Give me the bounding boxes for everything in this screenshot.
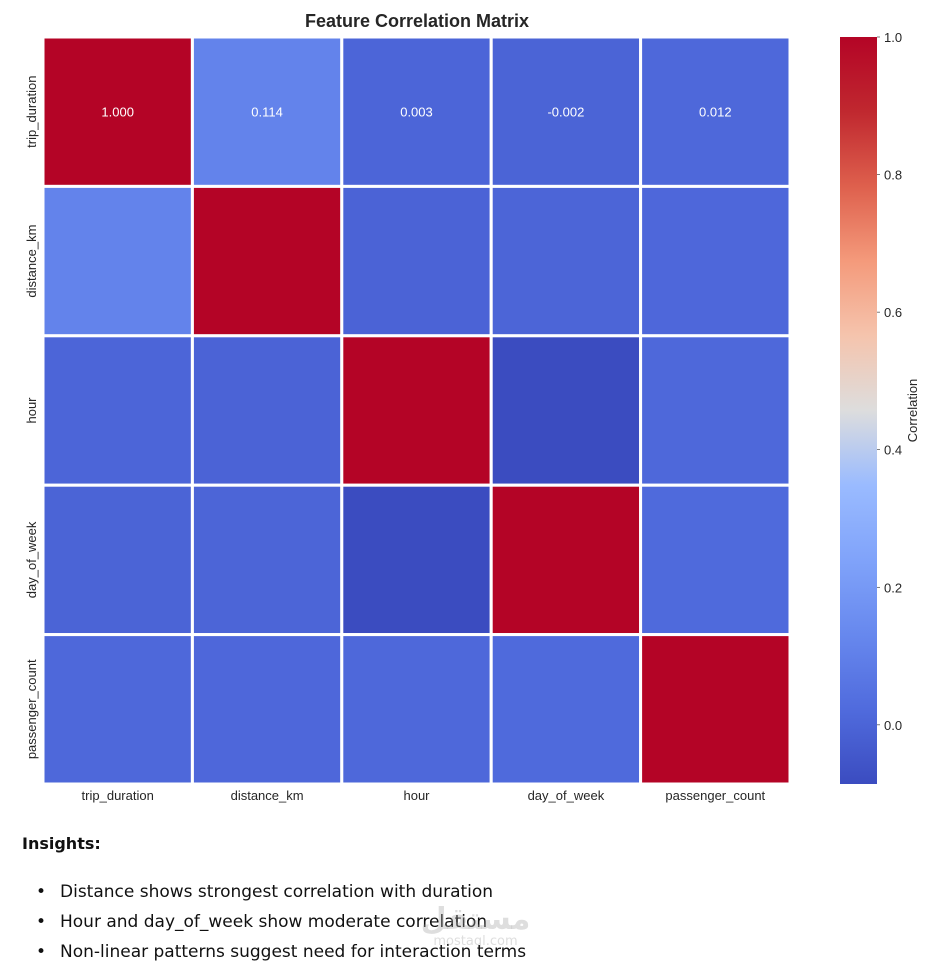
cell-annotation: 1.000 (101, 105, 134, 120)
colorbar-tick-label: 1.0 (884, 30, 902, 45)
insight-text: Hour and day_of_week show moderate corre… (60, 912, 488, 932)
heatmap-cell-hour-distance_km (190, 334, 344, 487)
colorbar-label: Correlation (905, 379, 920, 443)
heatmap-cell-distance_km-day_of_week (489, 184, 643, 338)
y-tick-label: day_of_week (24, 521, 39, 598)
y-tick-label: trip_duration (24, 76, 39, 148)
cell-annotation: -0.002 (547, 105, 584, 120)
heatmap-cell-distance_km-distance_km (190, 184, 344, 338)
x-tick-label: passenger_count (665, 788, 765, 803)
heatmap-cell-hour-hour (340, 334, 493, 487)
heatmap-cell-passenger_count-passenger_count (639, 633, 792, 786)
heatmap-cell-day_of_week-day_of_week (489, 483, 643, 637)
heatmap-cell-day_of_week-passenger_count (639, 483, 792, 637)
bullet-icon: • (36, 912, 47, 932)
insights-heading: Insights: (22, 834, 101, 853)
insight-item: • Hour and day_of_week show moderate corr… (36, 907, 922, 937)
heatmap-cells (41, 35, 792, 786)
cell-annotations: 1.000 0.114 0.003 -0.002 0.012 (101, 105, 731, 120)
x-axis-tick-labels: trip_duration distance_km hour day_of_week p… (82, 788, 766, 803)
heatmap-cell-day_of_week-trip_duration (41, 483, 194, 637)
colorbar-tick-label: 0.6 (884, 305, 902, 320)
y-tick-label: distance_km (24, 225, 39, 298)
cell-annotation: 0.114 (251, 105, 283, 120)
heatmap-cell-distance_km-hour (340, 184, 493, 338)
heatmap-cell-passenger_count-hour (340, 633, 493, 786)
colorbar-tick-label: 0.2 (884, 580, 902, 595)
heatmap-cell-hour-passenger_count (639, 334, 792, 487)
heatmap-cell-day_of_week-distance_km (190, 483, 344, 637)
heatmap-cell-passenger_count-trip_duration (41, 633, 194, 786)
y-tick-label: passenger_count (24, 659, 39, 759)
colorbar: 0.0 0.2 0.4 0.6 0.8 1.0 Correlation (840, 30, 920, 784)
insights-list: • Distance shows strongest correlation wi… (22, 877, 922, 967)
bullet-icon: • (36, 882, 47, 902)
cell-annotation: 0.012 (699, 105, 732, 120)
insight-text: Non-linear patterns suggest need for int… (60, 942, 527, 962)
x-tick-label: trip_duration (82, 788, 154, 803)
x-tick-label: distance_km (231, 788, 304, 803)
x-tick-label: hour (403, 788, 430, 803)
colorbar-ticks: 0.0 0.2 0.4 0.6 0.8 1.0 (877, 30, 902, 733)
heatmap-cell-distance_km-passenger_count (639, 184, 792, 338)
heatmap-cell-day_of_week-hour (340, 483, 493, 637)
colorbar-tick-label: 0.0 (884, 718, 902, 733)
heatmap-cell-passenger_count-day_of_week (489, 633, 643, 786)
y-tick-label: hour (24, 397, 39, 424)
chart-title: Feature Correlation Matrix (305, 11, 529, 31)
insight-item: • Non-linear patterns suggest need for in… (36, 937, 922, 967)
cell-annotation: 0.003 (400, 105, 433, 120)
x-tick-label: day_of_week (528, 788, 605, 803)
heatmap-cell-distance_km-trip_duration (41, 184, 194, 338)
correlation-heatmap: Feature Correlation Matrix 1.000 0.114 0.0… (24, 11, 920, 803)
insight-item: • Distance shows strongest correlation wi… (36, 877, 922, 907)
heatmap-cell-hour-day_of_week (489, 334, 643, 487)
bullet-icon: • (36, 942, 47, 962)
colorbar-gradient (840, 37, 877, 784)
colorbar-tick-label: 0.8 (884, 168, 902, 183)
insights-section: Insights: • Distance shows strongest corr… (22, 834, 922, 967)
heatmap-cell-hour-trip_duration (41, 334, 194, 487)
heatmap-cell-passenger_count-distance_km (190, 633, 344, 786)
heatmap-cell-trip_duration-trip_duration (41, 35, 194, 188)
heatmap-cell-trip_duration-distance_km (190, 35, 344, 188)
heatmap-cell-trip_duration-hour (340, 35, 493, 188)
colorbar-tick-label: 0.4 (884, 443, 902, 458)
insight-text: Distance shows strongest correlation wit… (60, 882, 494, 902)
